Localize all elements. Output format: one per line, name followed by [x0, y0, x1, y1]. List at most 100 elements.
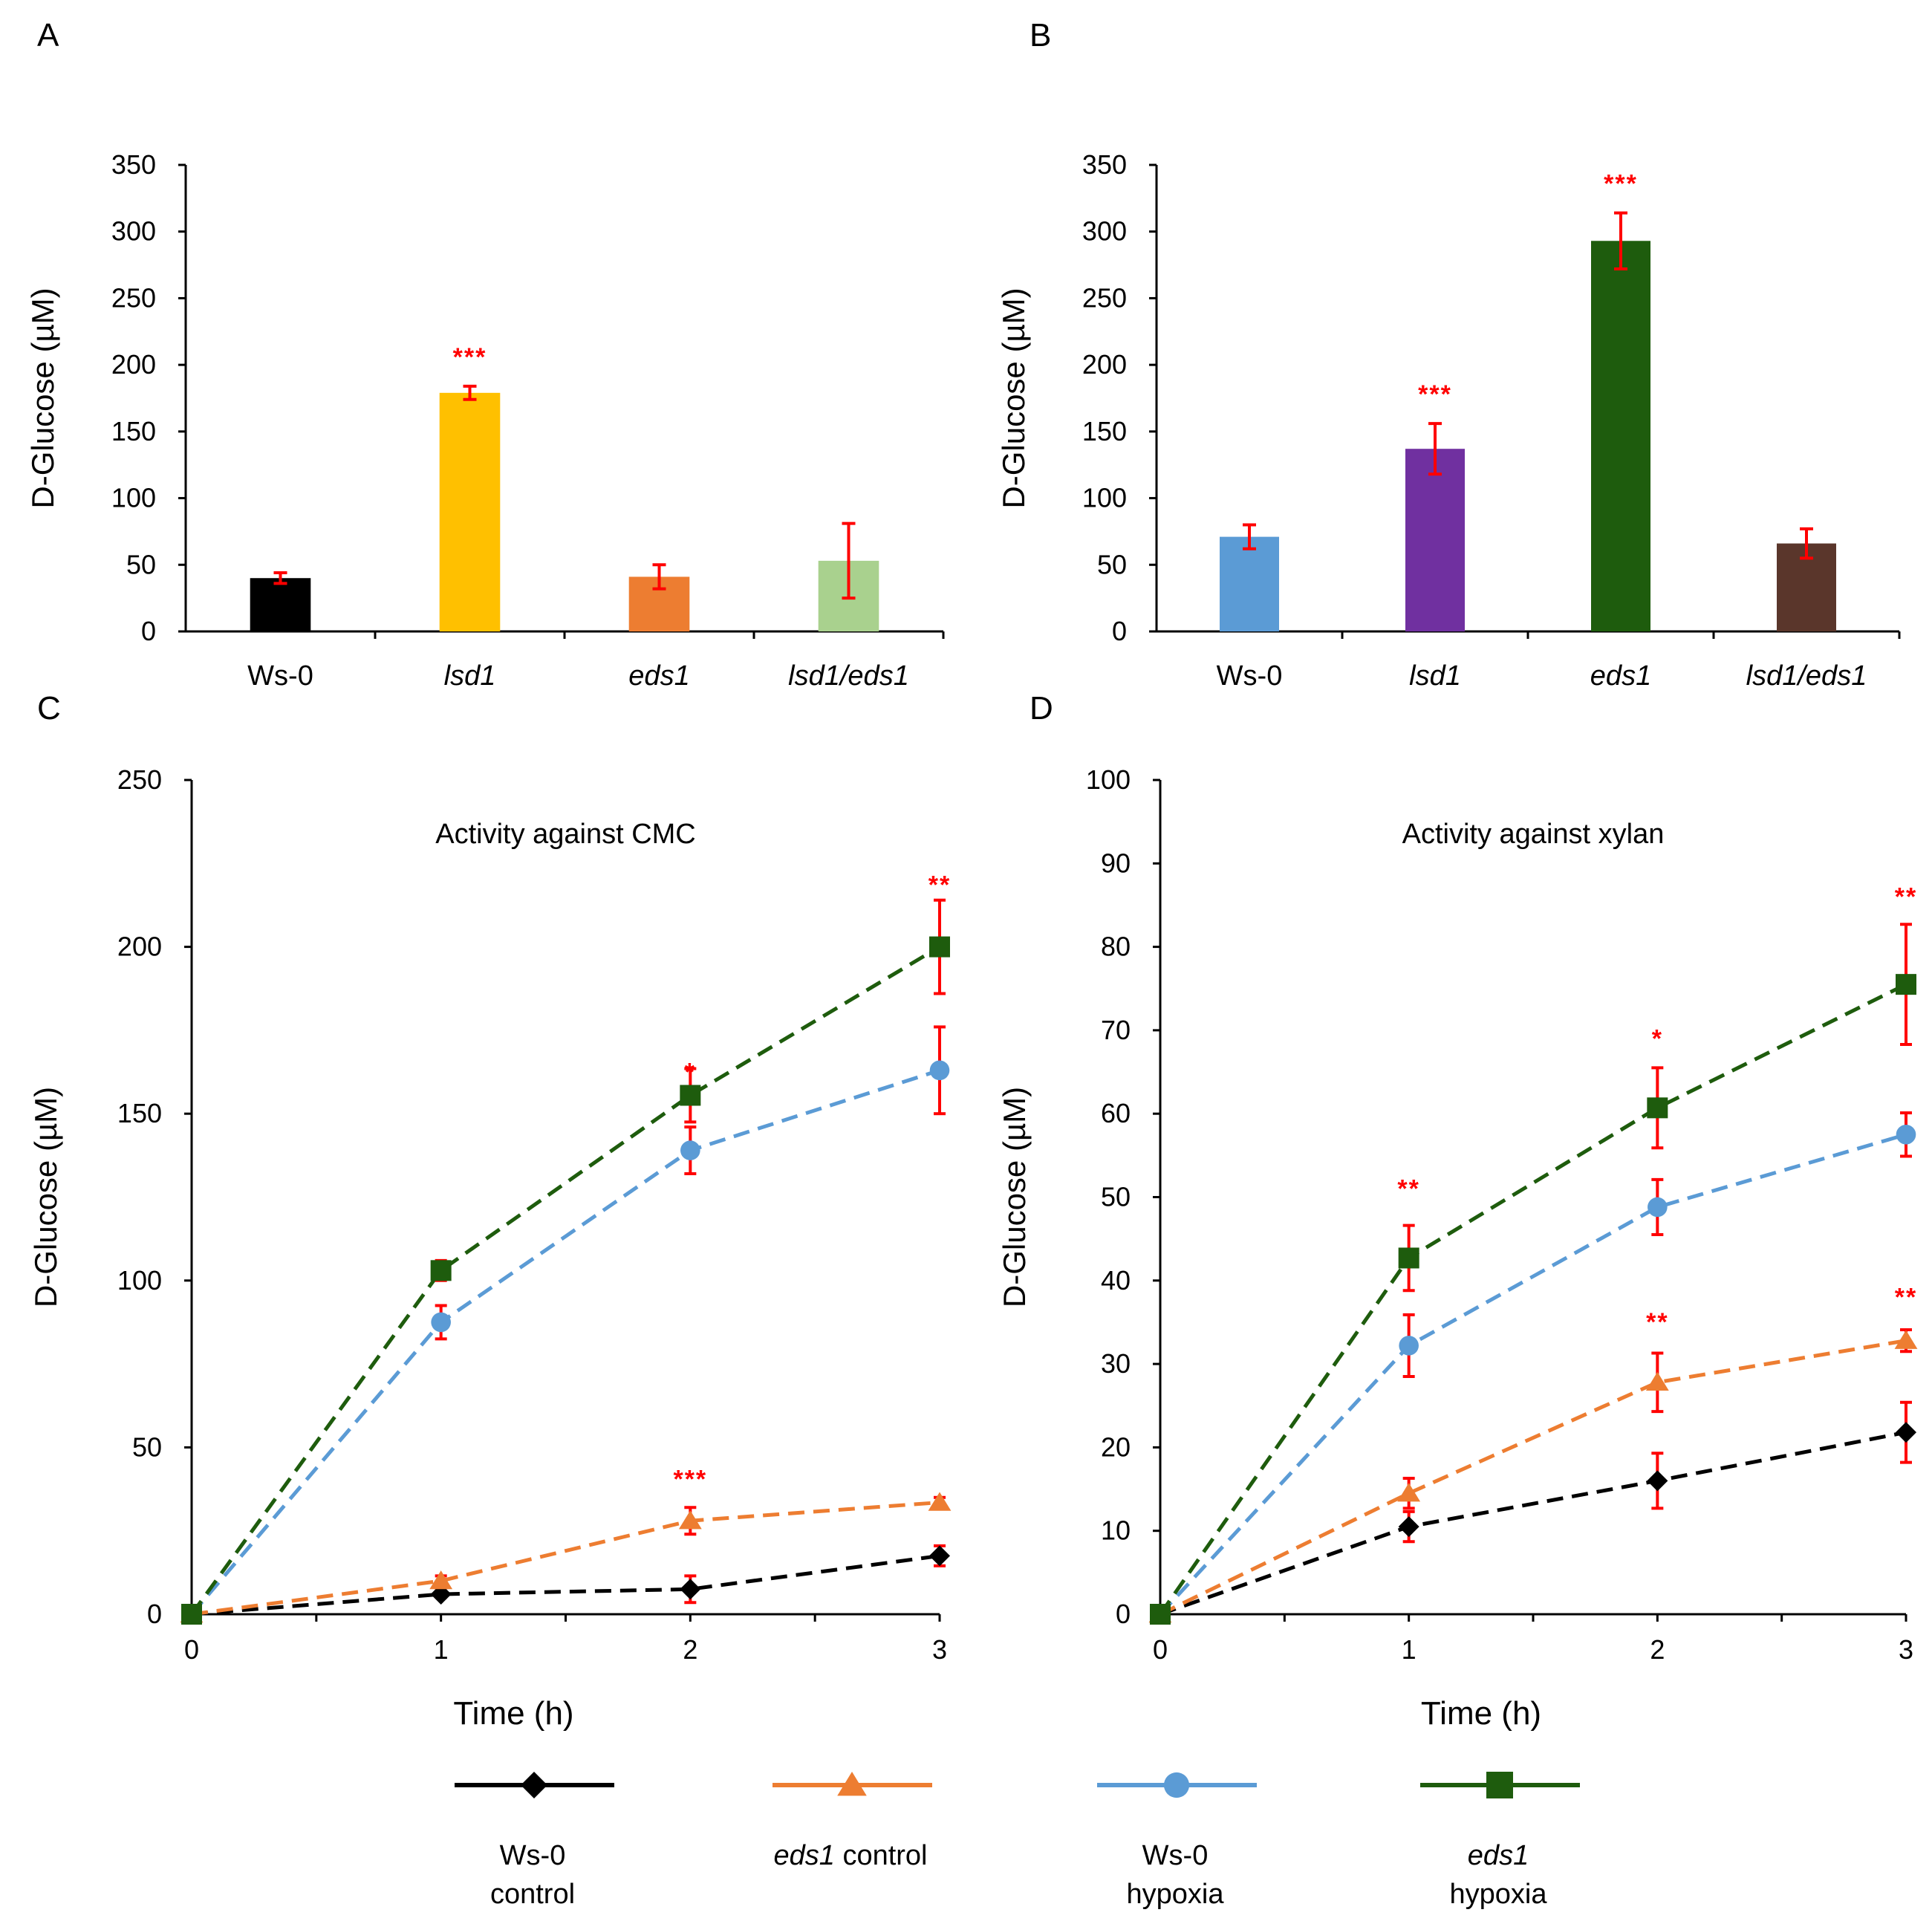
significance-marker: * — [685, 1058, 696, 1086]
y-tick-label: 10 — [1101, 1515, 1131, 1546]
series-line — [190, 1068, 940, 1616]
data-point — [1398, 1247, 1419, 1269]
series-eds1-hypoxia — [1150, 923, 1916, 1625]
data-point — [429, 1570, 453, 1590]
series-line — [189, 945, 941, 1616]
y-tick-label: 60 — [1101, 1098, 1131, 1128]
data-point — [1647, 1097, 1668, 1119]
legend-label: eds1 — [1468, 1840, 1529, 1871]
category-label: eds1 — [1590, 660, 1651, 692]
legend-entry: Ws-0 hypoxia — [1097, 1772, 1257, 1910]
y-axis-label: D-Glucose (µM) — [997, 1087, 1032, 1307]
y-tick-label: 300 — [1082, 216, 1127, 247]
x-tick-label: 0 — [1153, 1634, 1168, 1665]
series-line — [191, 1553, 940, 1616]
legend-label: eds1 control — [773, 1840, 927, 1871]
y-tick-label: 0 — [141, 616, 156, 646]
x-tick-label: 3 — [932, 1634, 947, 1665]
bar-eds1 — [1591, 241, 1650, 631]
category-label: lsd1/eds1 — [788, 660, 909, 692]
y-tick-label: 30 — [1101, 1348, 1131, 1379]
significance-marker: ** — [1646, 1308, 1668, 1336]
y-axis-label: D-Glucose (µM) — [25, 287, 60, 508]
significance-marker: * — [1652, 1024, 1663, 1053]
y-tick-label: 80 — [1101, 932, 1131, 962]
series-line — [1159, 1430, 1907, 1616]
series-eds1-control — [180, 1492, 952, 1623]
legend-marker — [837, 1772, 867, 1796]
data-point — [1645, 1371, 1669, 1391]
series-line — [1159, 1132, 1907, 1616]
significance-marker: *** — [1604, 170, 1638, 198]
category-label: Ws-0 — [247, 660, 313, 692]
category-label: Ws-0 — [1217, 660, 1283, 692]
category-label: eds1 — [628, 660, 689, 692]
series-line — [1158, 982, 1907, 1616]
y-tick-label: 50 — [126, 549, 156, 579]
x-tick-label: 2 — [683, 1634, 697, 1665]
panel-d: D 0 10 20 30 40 50 60 70 80 90 100 0 1 2 3 Activity agai… — [997, 690, 1918, 1732]
series-eds1-hypoxia — [181, 898, 950, 1625]
data-point — [431, 1312, 451, 1333]
x-tick-label: 2 — [1650, 1634, 1665, 1665]
y-tick-label: 250 — [117, 764, 162, 795]
data-point — [181, 1604, 202, 1625]
legend-label-part: eds1 — [773, 1840, 834, 1871]
panel-letter: A — [37, 17, 59, 53]
significance-marker: *** — [673, 1465, 707, 1493]
panel-a: A 0 50 100 150 200 250 300 350 Ws-0 *** lsd1 eds1 lsd… — [25, 17, 945, 692]
data-point — [1397, 1483, 1421, 1502]
y-tick-label: 150 — [117, 1098, 162, 1128]
legend-label: Ws-0 — [1142, 1840, 1209, 1871]
data-point — [1647, 1470, 1668, 1492]
legend-label: control — [490, 1879, 575, 1910]
y-axis-label: D-Glucose (µM) — [996, 287, 1031, 508]
y-tick-label: 70 — [1101, 1015, 1131, 1045]
bar-ws-0 — [1220, 536, 1279, 631]
series-ws-0-control — [181, 1544, 950, 1625]
y-tick-label: 20 — [1101, 1431, 1131, 1462]
data-point — [929, 1060, 950, 1081]
y-tick-label: 40 — [1101, 1265, 1131, 1296]
y-tick-label: 300 — [111, 216, 156, 247]
legend-entry: Ws-0 control — [455, 1772, 614, 1910]
significance-marker: *** — [1418, 380, 1452, 409]
significance-marker: ** — [1397, 1175, 1419, 1203]
y-tick-label: 0 — [147, 1599, 162, 1629]
x-tick-label: 1 — [434, 1634, 449, 1665]
series-line — [1159, 1339, 1907, 1616]
data-point — [1399, 1336, 1419, 1356]
data-point — [678, 1510, 702, 1530]
data-point — [1648, 1197, 1668, 1218]
significance-marker: ** — [1895, 1283, 1917, 1311]
bar-lsd1 — [439, 392, 501, 631]
y-tick-label: 250 — [1082, 282, 1127, 313]
legend-label: hypoxia — [1450, 1879, 1548, 1910]
panel-b: B 0 50 100 150 200 250 300 350 Ws-0 *** lsd1 *** eds1… — [996, 17, 1901, 692]
panel-letter: C — [37, 690, 61, 727]
data-point — [680, 1579, 701, 1600]
data-point — [1894, 1330, 1918, 1349]
data-point — [1896, 974, 1916, 995]
data-point — [1150, 1604, 1171, 1625]
y-tick-label: 350 — [1082, 149, 1127, 180]
legend-marker — [521, 1772, 547, 1798]
data-point — [1896, 1124, 1916, 1145]
legend-label: hypoxia — [1127, 1879, 1225, 1910]
series-ws-0-control — [1150, 1400, 1916, 1625]
data-point — [928, 1492, 952, 1511]
panel-c: C 0 50 100 150 200 250 0 1 2 3 Activity against CMC… — [28, 690, 952, 1732]
y-tick-label: 50 — [132, 1431, 162, 1462]
y-tick-label: 90 — [1101, 848, 1131, 878]
panel-letter: B — [1030, 17, 1051, 53]
legend-marker — [1163, 1772, 1190, 1798]
y-tick-label: 150 — [111, 416, 156, 446]
data-point — [1896, 1422, 1916, 1443]
panel-letter: D — [1030, 690, 1053, 727]
x-axis-label: Time (h) — [453, 1695, 573, 1732]
category-label: lsd1 — [1409, 660, 1461, 692]
series-ws-0-hypoxia — [181, 1025, 950, 1625]
series-ws-0-hypoxia — [1150, 1111, 1916, 1625]
y-tick-label: 200 — [1082, 349, 1127, 380]
